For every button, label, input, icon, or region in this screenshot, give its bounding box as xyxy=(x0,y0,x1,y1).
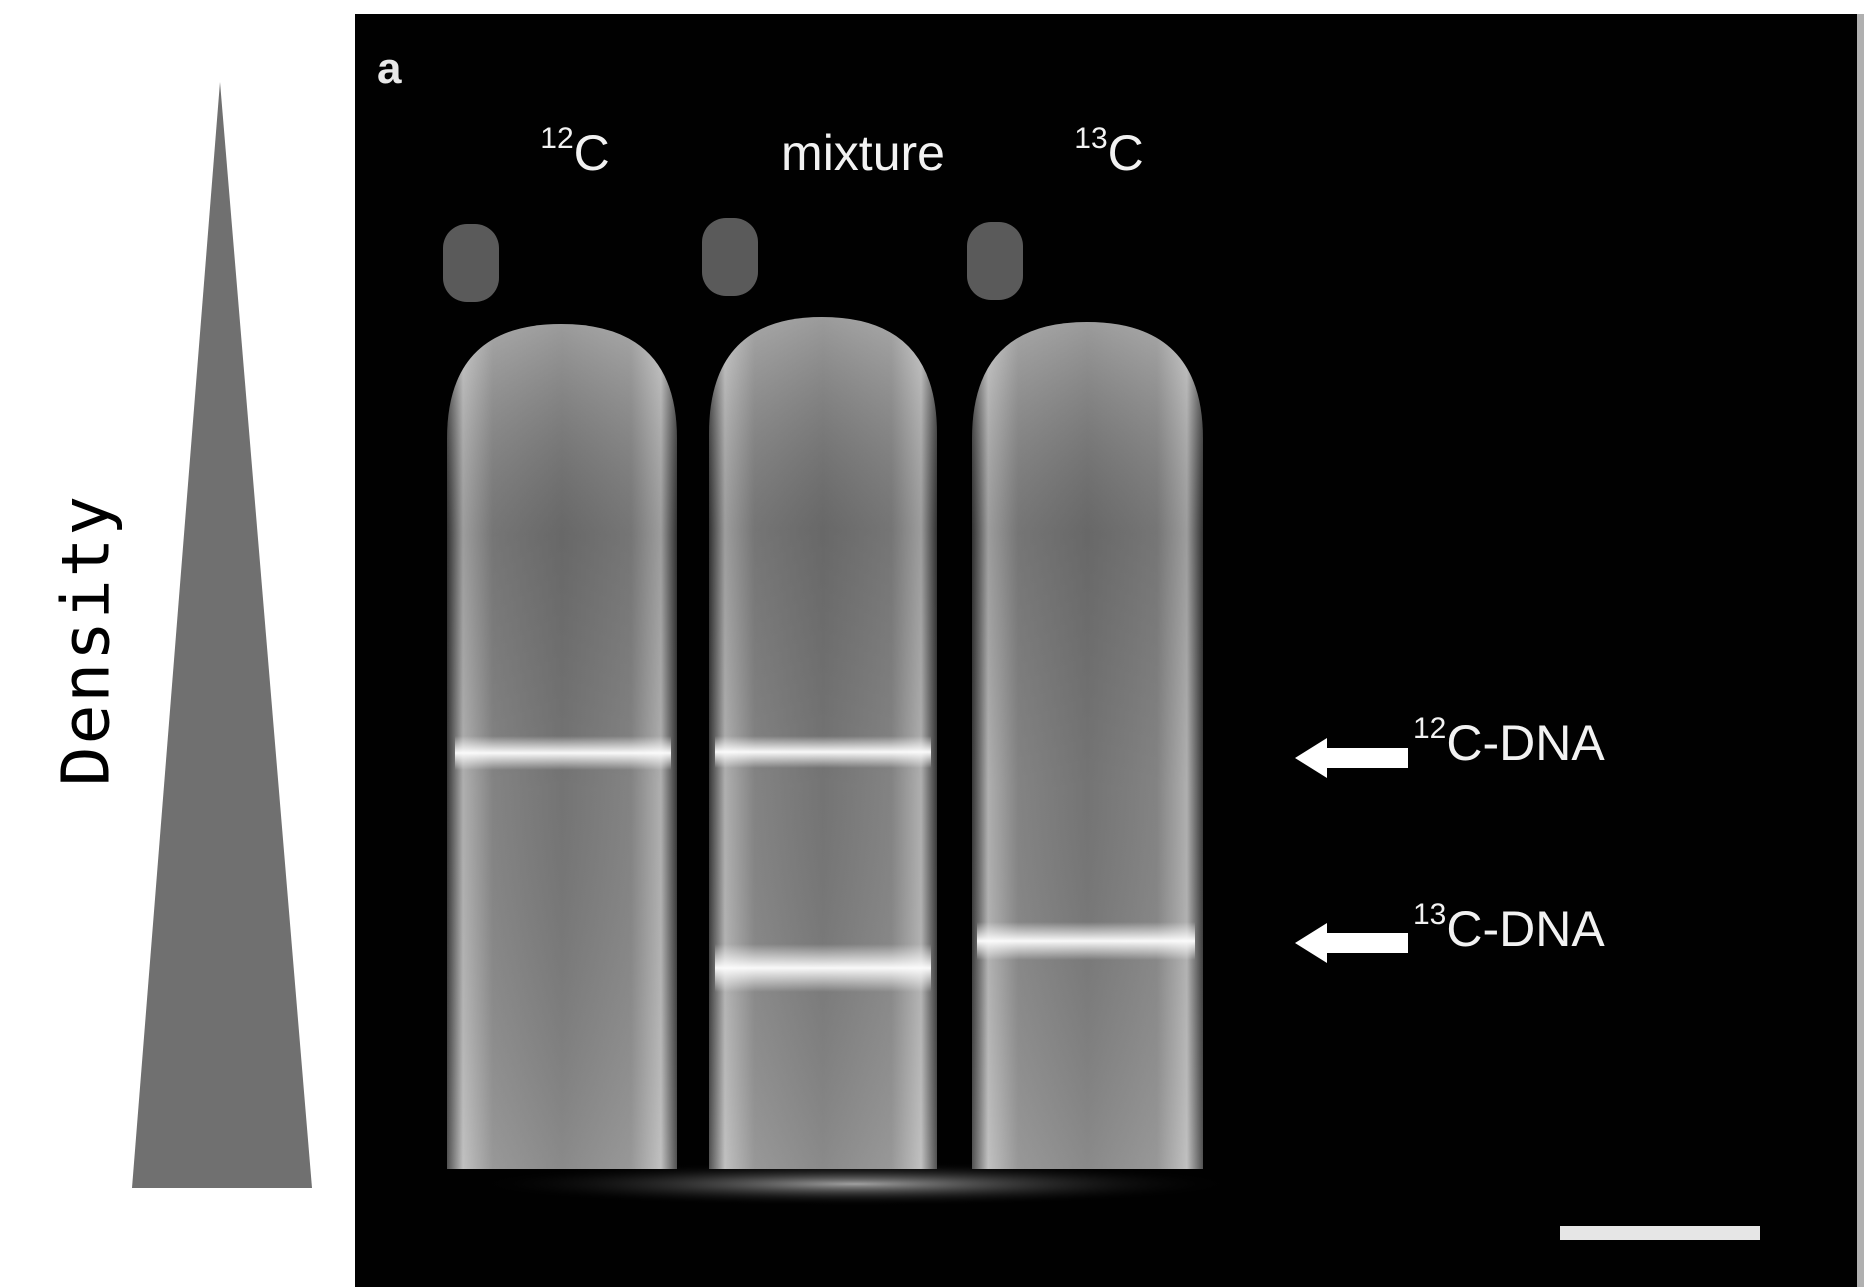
tube-label-13c: 13C xyxy=(1074,122,1144,181)
band-label-13c-dna: 13C-DNA xyxy=(1413,898,1605,957)
scale-bar xyxy=(1560,1226,1760,1240)
panel-letter: a xyxy=(377,44,402,93)
density-wedge xyxy=(132,82,312,1188)
tube-label-12c: 12C xyxy=(540,122,610,181)
tube-mixture xyxy=(702,218,937,1169)
arrow-12c-dna xyxy=(1295,738,1408,778)
band-12c-dna-tube1 xyxy=(455,736,671,770)
density-axis-label: Density xyxy=(47,493,125,787)
tube-label-mixture: mixture xyxy=(781,125,945,181)
tube-base-reflection xyxy=(475,1162,1235,1206)
band-12c-dna-tube2 xyxy=(715,736,931,768)
tube-12c xyxy=(443,224,677,1169)
tube-13c xyxy=(967,222,1203,1169)
adjacent-panel-edge xyxy=(1857,14,1864,1287)
band-label-12c-dna: 12C-DNA xyxy=(1413,712,1605,771)
arrow-13c-dna xyxy=(1295,923,1408,963)
density-triangle xyxy=(132,82,312,1188)
band-13c-dna-tube3 xyxy=(977,922,1195,960)
centrifuge-tube-photo: a 12C mixture 13C 12C-DNA 13C-DNA xyxy=(355,14,1864,1287)
band-13c-dna-tube2 xyxy=(715,944,931,992)
